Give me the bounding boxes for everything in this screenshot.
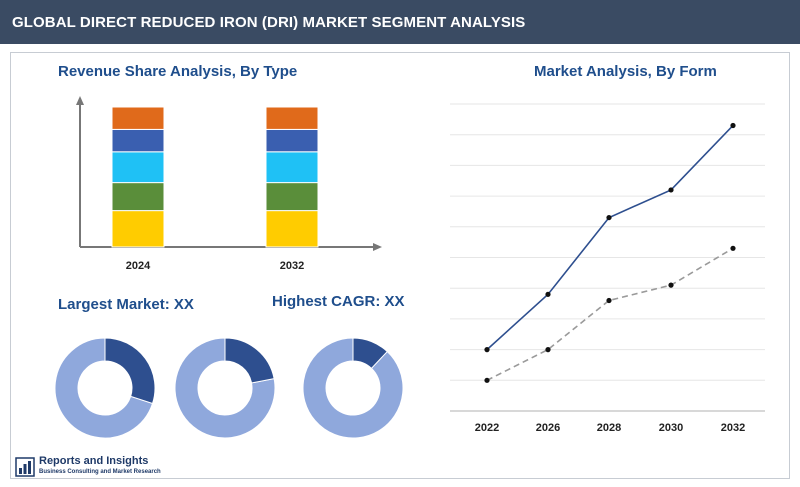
data-point — [668, 187, 674, 193]
series-line-solid — [486, 124, 734, 351]
data-point — [484, 347, 490, 353]
x-tick-label: 2024 — [126, 260, 151, 272]
company-logo: Reports and Insights Business Consulting… — [15, 455, 161, 481]
x-tick-label: 2022 — [475, 422, 499, 434]
bar-segment — [111, 210, 165, 248]
bar-segment — [265, 210, 319, 248]
x-axis-arrow — [373, 243, 382, 251]
header-bar: GLOBAL DIRECT REDUCED IRON (DRI) MARKET … — [0, 0, 800, 44]
x-tick-label: 2030 — [659, 422, 683, 434]
data-point — [606, 297, 612, 304]
bar-segment — [111, 151, 165, 184]
y-axis-arrow — [76, 96, 84, 105]
revenue-share-title: Revenue Share Analysis, By Type — [58, 63, 298, 80]
x-tick-label: 2028 — [597, 422, 621, 434]
largest-market-label: Largest Market: XX — [58, 296, 194, 313]
series-line-dashed — [486, 247, 734, 382]
donut-slice — [174, 337, 276, 439]
bar-segment — [265, 151, 319, 184]
donut-slice — [302, 337, 404, 439]
x-tick-label: 2032 — [280, 260, 304, 272]
donut-slice — [54, 337, 154, 439]
bar-segment — [111, 106, 165, 130]
data-point — [730, 122, 736, 129]
donut-slice — [104, 337, 156, 405]
bar-chart-logo-icon — [15, 457, 35, 477]
bar-segment — [111, 128, 165, 153]
data-point — [606, 214, 612, 221]
logo-tagline: Business Consulting and Market Research — [39, 469, 161, 475]
market-form-title: Market Analysis, By Form — [534, 63, 717, 80]
bar-segment — [111, 182, 165, 212]
bar-segment — [265, 182, 319, 212]
x-tick-label: 2032 — [721, 422, 745, 434]
data-point — [484, 377, 490, 383]
bar-segment — [265, 106, 319, 130]
donut-charts — [54, 337, 404, 439]
data-point — [730, 245, 736, 251]
x-tick-label: 2026 — [536, 422, 560, 434]
data-point — [545, 291, 551, 297]
donut-slice — [224, 337, 275, 384]
market-form-chart: 2022 2026 2028 2030 2032 — [450, 103, 765, 434]
revenue-share-chart: 2024 2032 — [76, 96, 382, 272]
page-title: GLOBAL DIRECT REDUCED IRON (DRI) MARKET … — [12, 13, 526, 31]
highest-cagr-label: Highest CAGR: XX — [272, 293, 405, 310]
data-point — [668, 282, 674, 288]
data-point — [545, 347, 551, 353]
bar-segment — [265, 128, 319, 153]
logo-name: Reports and Insights — [39, 455, 149, 467]
donut-slice — [352, 337, 388, 370]
